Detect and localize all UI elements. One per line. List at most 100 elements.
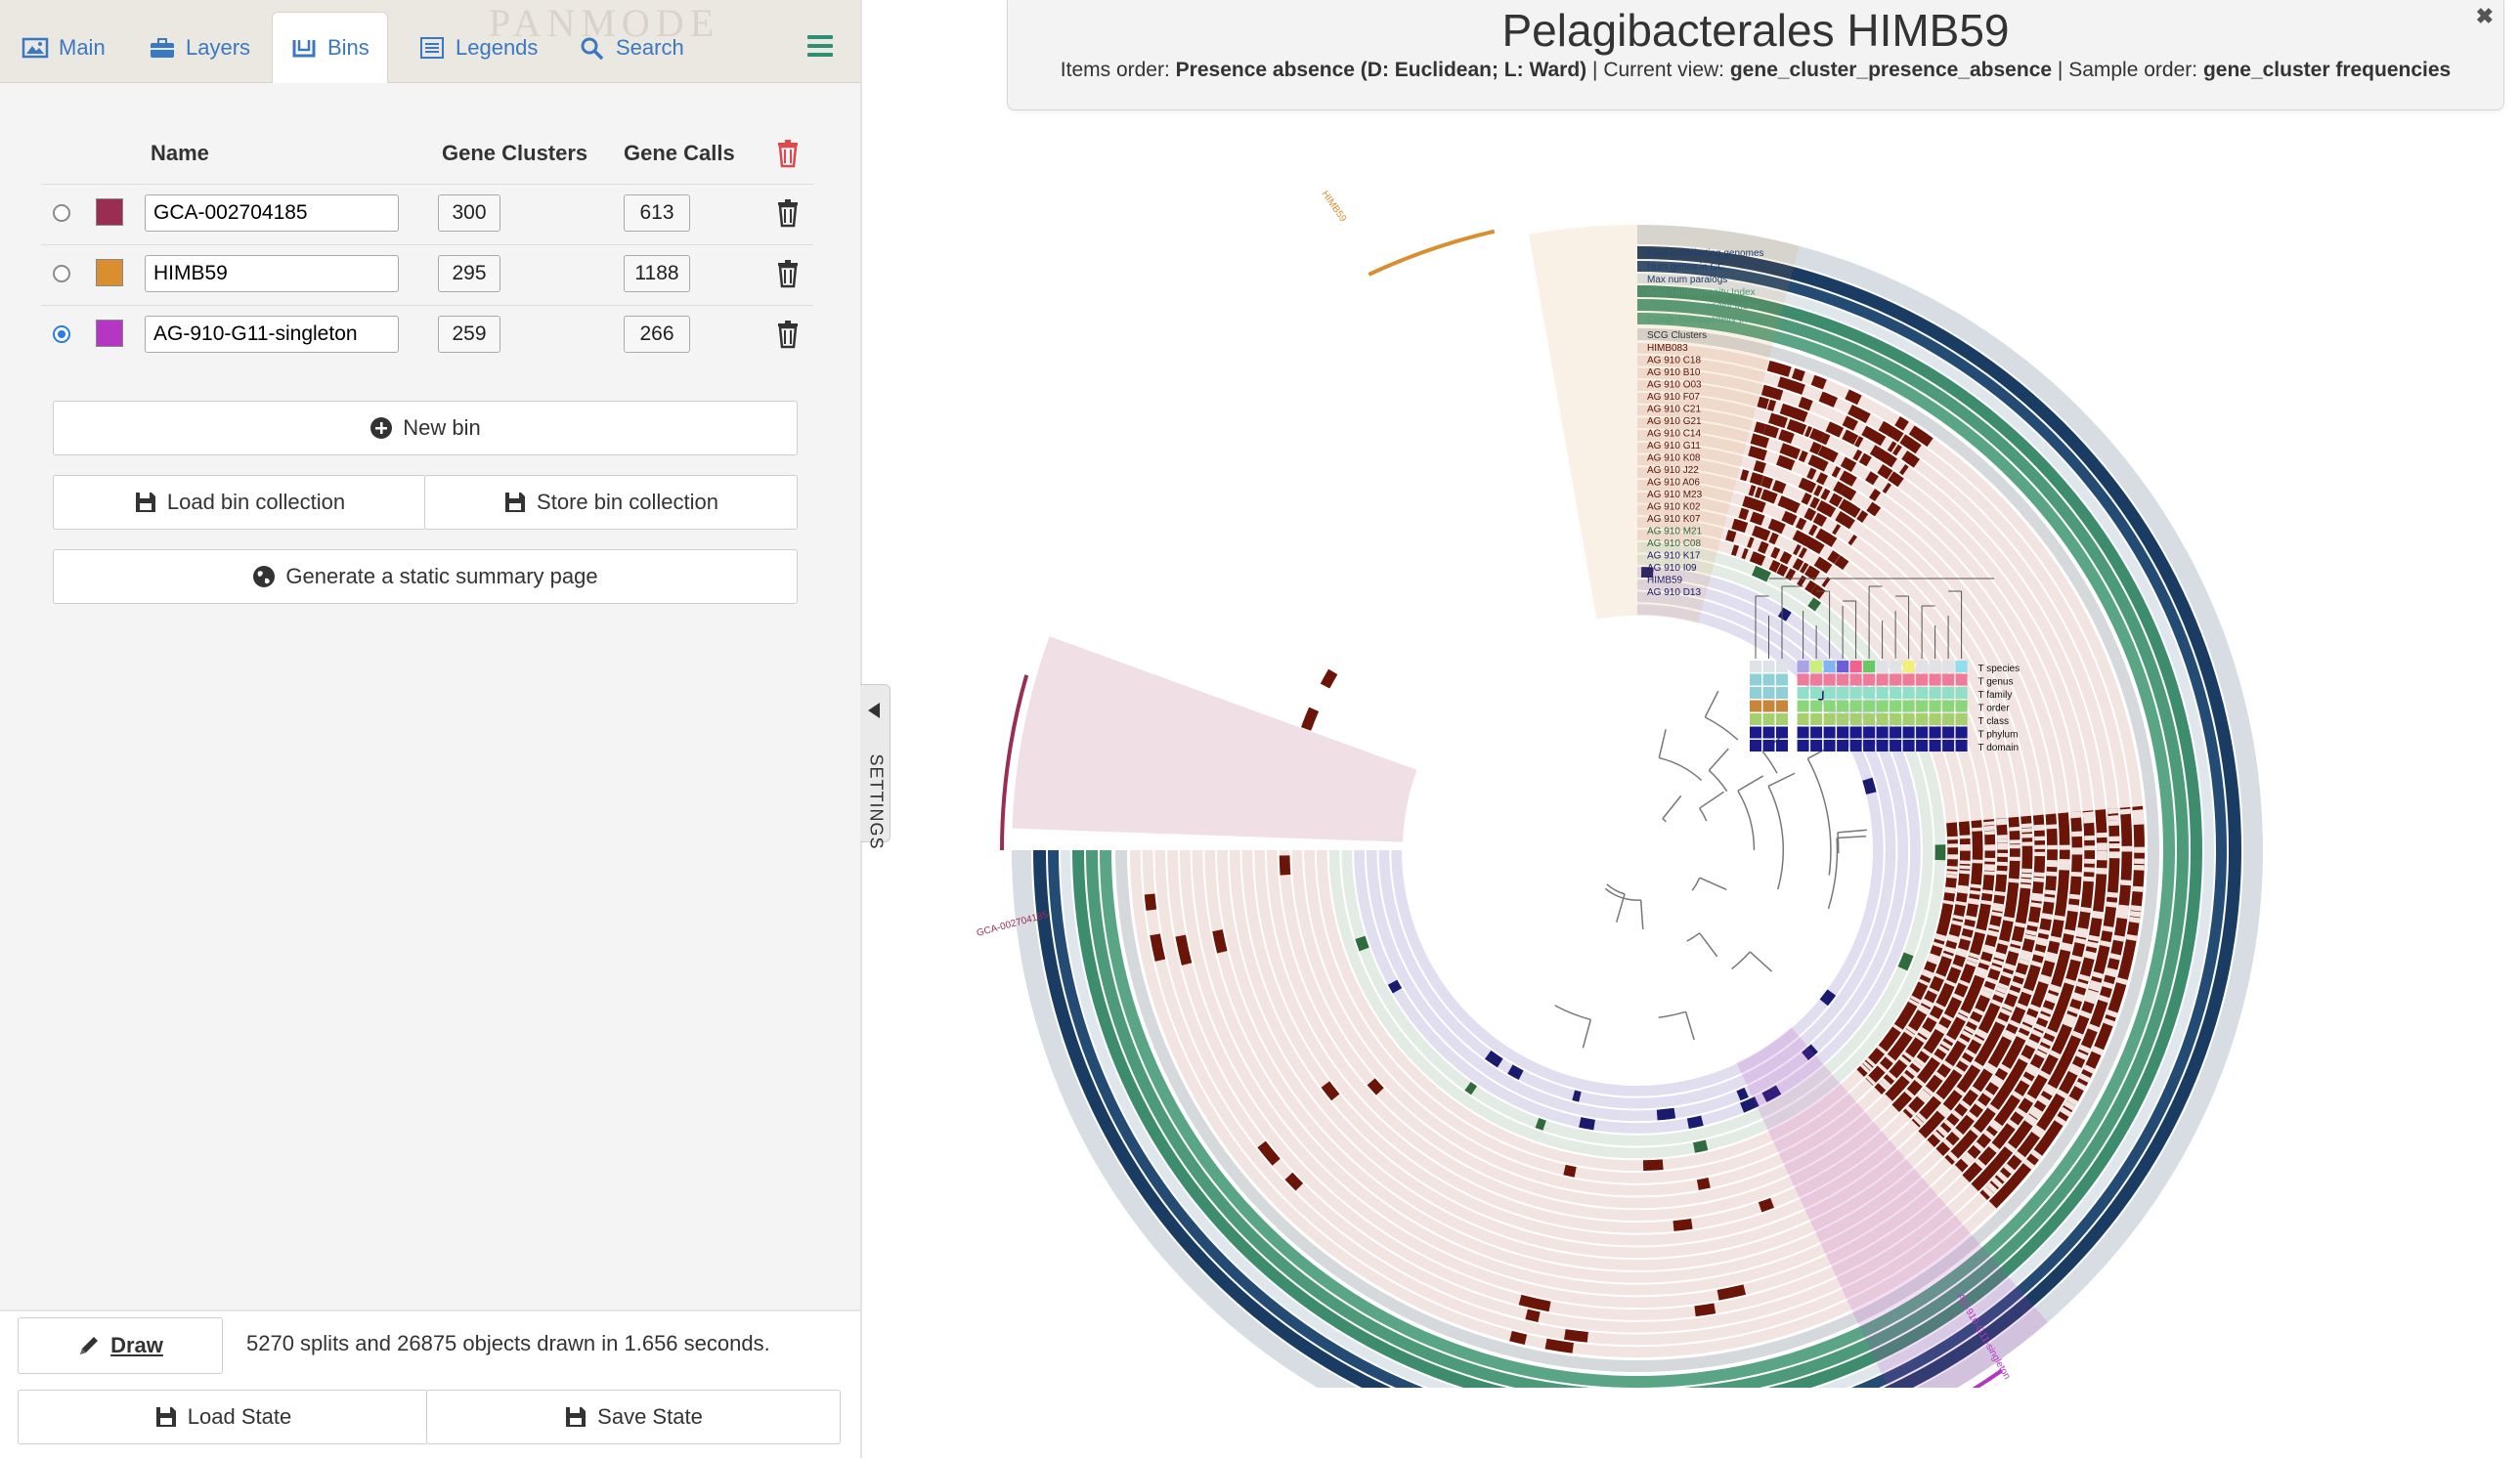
core-gap (1909, 995, 1922, 1004)
core-gap (2039, 973, 2052, 982)
static-summary-button[interactable]: Generate a static summary page (53, 549, 798, 604)
core-gap (2108, 851, 2120, 857)
singleton-block (1279, 855, 1291, 876)
taxonomy-cell (1776, 661, 1788, 672)
sample-order-label: Sample order: (2068, 59, 2198, 81)
trash-icon[interactable] (776, 198, 800, 228)
core-gap (2009, 946, 2020, 954)
core-gap (1947, 1151, 1959, 1162)
tab-legends[interactable]: Legends (418, 14, 538, 82)
trash-icon[interactable] (776, 259, 800, 288)
core-gap (2103, 1017, 2115, 1027)
bin-name-input[interactable] (145, 316, 399, 353)
core-gap (1955, 900, 1967, 907)
core-gap (2059, 865, 2070, 871)
singleton-block (1302, 707, 1320, 729)
core-gap (2002, 1003, 2014, 1011)
accessory-block (1776, 454, 1788, 468)
inner-block (1387, 979, 1403, 994)
taxonomy-cell (1823, 740, 1836, 751)
tab-layers[interactable]: Layers (149, 14, 250, 82)
close-icon[interactable]: ✖ (2475, 4, 2494, 28)
taxonomy-cell (1776, 713, 1788, 725)
core-gap (2021, 987, 2033, 996)
accessory-block (1778, 429, 1789, 442)
core-gap (1996, 835, 2008, 839)
accessory-block (1844, 487, 1857, 501)
pan-circle-plot[interactable]: Num contributing genomes Num genes in GC M… (938, 117, 2326, 1388)
singleton-block (1509, 1330, 1528, 1346)
dendrogram-branch (1662, 818, 1667, 823)
core-gap (1997, 982, 2009, 991)
accessory-block (1740, 521, 1749, 534)
bin-name-input[interactable] (145, 194, 399, 232)
taxonomy-cell (1902, 700, 1915, 712)
load-bin-collection-button[interactable]: Load bin collection (53, 475, 426, 530)
tab-layers-label: Layers (186, 35, 251, 60)
dendrogram-branch (1686, 932, 1701, 942)
inner-block (1579, 1117, 1595, 1131)
bin-select-radio[interactable] (53, 265, 70, 282)
settings-toggle[interactable]: SETTINGS (860, 684, 891, 850)
load-state-button[interactable]: Load State (18, 1390, 428, 1444)
accessory-block (1757, 396, 1769, 409)
core-gap (1973, 1141, 1984, 1152)
save-state-button[interactable]: Save State (426, 1390, 841, 1444)
dendrogram-branch (1699, 877, 1727, 890)
tab-bins[interactable]: Bins (272, 12, 388, 83)
dendrogram-branch (1837, 835, 1867, 839)
core-gap (1960, 934, 1973, 942)
accessory-block (1738, 507, 1750, 521)
dendrogram-branch (1731, 951, 1751, 970)
store-bin-collection-button[interactable]: Store bin collection (424, 475, 798, 530)
core-gap (2041, 913, 2053, 920)
trash-icon[interactable] (776, 320, 800, 349)
menu-icon[interactable] (807, 35, 833, 57)
accessory-block (1858, 452, 1872, 467)
bin-color-swatch[interactable] (96, 259, 123, 286)
bin-color-swatch[interactable] (96, 320, 123, 347)
core-gap (1905, 1105, 1916, 1116)
singleton-block (1150, 933, 1166, 962)
dendrogram-branch (1699, 807, 1708, 822)
core-gap (1983, 825, 1995, 831)
accessory-block (1809, 441, 1822, 455)
accessory-block (1869, 445, 1885, 459)
tab-main[interactable]: Main (22, 14, 106, 82)
layer-label: AG 910 C14 (1647, 429, 1701, 440)
accessory-block (1820, 561, 1833, 574)
singleton-block (1696, 1178, 1711, 1190)
accessory-block (1785, 568, 1795, 580)
new-bin-button[interactable]: New bin (53, 401, 798, 455)
core-gap (1947, 855, 1959, 860)
core-gap (1982, 947, 1994, 955)
draw-button[interactable]: Draw (18, 1317, 223, 1374)
core-block (1891, 817, 2009, 1112)
accessory-block (1798, 450, 1808, 463)
layer-label: AG 910 D13 (1647, 587, 1701, 598)
taxonomy-cell (1863, 673, 1876, 686)
taxonomy-cell (1876, 700, 1889, 712)
core-gap (1955, 951, 1968, 959)
accessory-block (1793, 543, 1802, 556)
core-gap (1942, 1060, 1954, 1070)
taxonomy-cell (1837, 661, 1849, 672)
tab-search[interactable]: Search (579, 14, 684, 82)
accessory-block (1770, 546, 1781, 559)
singleton-block (1144, 893, 1157, 911)
tab-search-label: Search (616, 35, 684, 60)
core-gap (1967, 956, 1978, 964)
core-gap (1991, 911, 2003, 918)
bin-name-input[interactable] (145, 255, 399, 292)
core-gap (2049, 1050, 2062, 1059)
bin-color-swatch[interactable] (96, 198, 123, 226)
core-gap (2033, 872, 2045, 878)
delete-all-trash-icon[interactable] (776, 139, 800, 168)
core-gap (1984, 864, 1995, 869)
bin-select-radio[interactable] (53, 204, 70, 222)
taxonomy-cell (1916, 700, 1929, 712)
dendrogram-branch (1604, 887, 1641, 901)
taxonomy-cell (1863, 726, 1876, 739)
bin-select-radio[interactable] (53, 325, 70, 343)
accessory-block (1919, 432, 1933, 448)
